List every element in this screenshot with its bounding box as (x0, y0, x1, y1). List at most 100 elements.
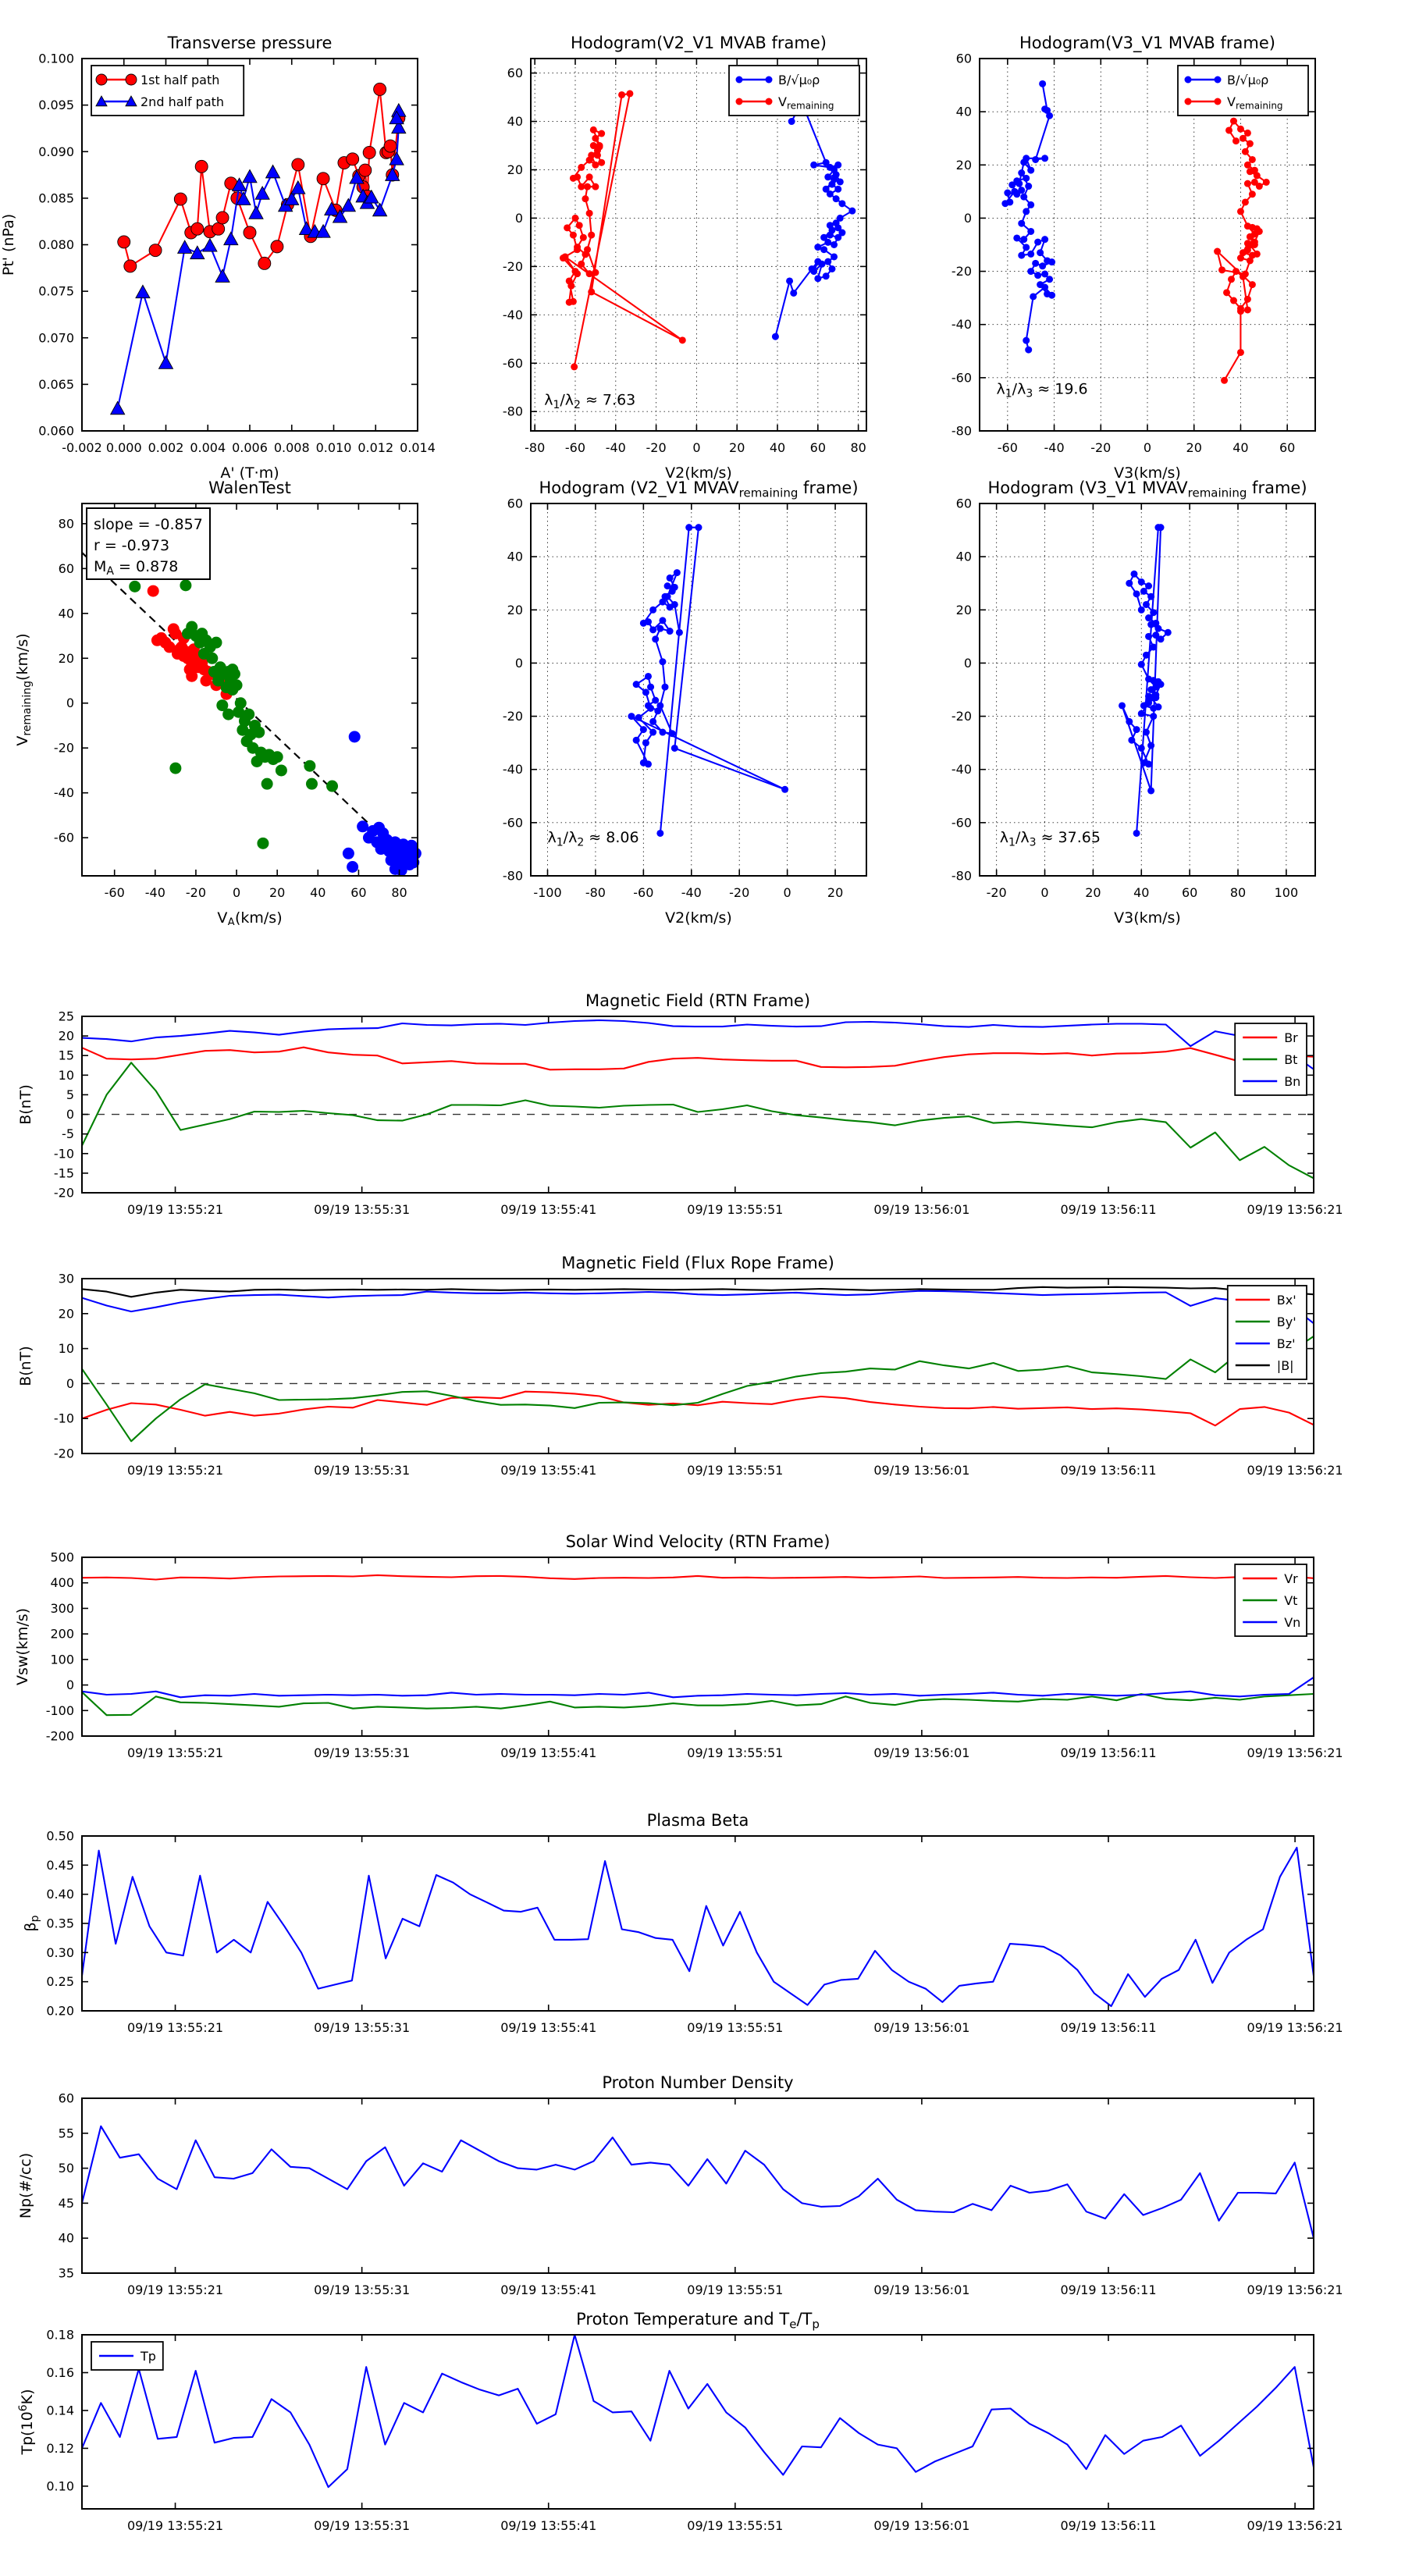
svg-text:0: 0 (66, 696, 74, 710)
svg-text:Bn: Bn (1284, 1074, 1300, 1089)
svg-text:500: 500 (50, 1550, 74, 1565)
svg-text:0.075: 0.075 (38, 284, 74, 299)
svg-text:20: 20 (507, 162, 523, 177)
svg-text:βp: βp (22, 1915, 41, 1931)
svg-text:20: 20 (1186, 440, 1202, 455)
svg-text:09/19 13:55:31: 09/19 13:55:31 (314, 2282, 410, 2297)
svg-text:-20: -20 (951, 264, 972, 279)
svg-text:0.16: 0.16 (46, 2365, 74, 2380)
svg-text:300: 300 (50, 1601, 74, 1616)
svg-text:20: 20 (507, 603, 523, 617)
svg-text:Np(#/cc): Np(#/cc) (17, 2153, 34, 2218)
svg-text:0.095: 0.095 (38, 98, 74, 112)
svg-text:09/19 13:56:11: 09/19 13:56:11 (1060, 1202, 1156, 1217)
svg-text:V3(km/s): V3(km/s) (1114, 909, 1181, 925)
svg-text:0.50: 0.50 (46, 1829, 74, 1844)
svg-text:0.090: 0.090 (38, 144, 74, 159)
svg-text:09/19 13:55:51: 09/19 13:55:51 (687, 2518, 783, 2533)
svg-text:0: 0 (66, 1678, 74, 1692)
svg-text:09/19 13:55:31: 09/19 13:55:31 (314, 1202, 410, 1217)
svg-text:0.45: 0.45 (46, 1858, 74, 1873)
svg-text:09/19 13:56:11: 09/19 13:56:11 (1060, 2518, 1156, 2533)
svg-text:20: 20 (59, 1306, 74, 1321)
svg-text:0.18: 0.18 (46, 2328, 74, 2343)
transverse-pressure-chart: -0.002 0.000 0.002 0.004 0.006 0.008 0.010 0.01… (0, 20, 500, 488)
svg-text:0.012: 0.012 (357, 440, 393, 455)
proton-temperature-chart: 09/19 13:55:21 09/19 13:55:31 09/19 13:55:… (0, 2295, 1405, 2576)
svg-text:0: 0 (784, 885, 791, 900)
svg-text:-100: -100 (533, 885, 561, 900)
svg-text:0.20: 0.20 (46, 2004, 74, 2019)
svg-text:0: 0 (66, 1107, 74, 1122)
svg-text:Vn: Vn (1284, 1615, 1300, 1630)
svg-text:40: 40 (1133, 885, 1149, 900)
svg-text:20: 20 (269, 885, 285, 900)
svg-text:09/19 13:55:41: 09/19 13:55:41 (500, 2020, 596, 2035)
svg-text:Vsw(km/s): Vsw(km/s) (14, 1608, 31, 1685)
svg-text:09/19 13:56:01: 09/19 13:56:01 (873, 2518, 969, 2533)
svg-text:-40: -40 (606, 440, 626, 455)
solar-wind-velocity-plot: 09/19 13:55:21 09/19 13:55:31 09/19 13:55:… (0, 1522, 1405, 1788)
svg-text:09/19 13:56:11: 09/19 13:56:11 (1060, 1463, 1156, 1478)
svg-text:20: 20 (1085, 885, 1101, 900)
svg-text:20: 20 (59, 1029, 74, 1044)
svg-text:0.014: 0.014 (400, 440, 436, 455)
hodogram-v2v1-mvab-plot: -80 -60 -40 -20 0 20 40 60 80 -80 -60 -40 -20 0 20 40 60… (500, 20, 948, 488)
svg-text:2nd half path: 2nd half path (140, 94, 224, 109)
svg-text:V2(km/s): V2(km/s) (665, 464, 732, 482)
svg-text:Magnetic Field (RTN Frame): Magnetic Field (RTN Frame) (585, 991, 810, 1010)
svg-text:09/19 13:56:21: 09/19 13:56:21 (1247, 2020, 1343, 2035)
svg-text:-10: -10 (54, 1411, 74, 1426)
svg-text:Hodogram (V3_V1 MVAVremaining: Hodogram (V3_V1 MVAVremaining frame) (987, 480, 1307, 500)
svg-text:0: 0 (692, 440, 700, 455)
proton-temperature-plot: 09/19 13:55:21 09/19 13:55:31 09/19 13:55:… (0, 2295, 1405, 2576)
svg-text:09/19 13:55:51: 09/19 13:55:51 (687, 2282, 783, 2297)
svg-text:Tp: Tp (140, 2349, 156, 2364)
svg-text:09/19 13:56:01: 09/19 13:56:01 (873, 1463, 969, 1478)
svg-text:0.40: 0.40 (46, 1887, 74, 1902)
svg-text:Vt: Vt (1284, 1593, 1297, 1608)
svg-text:60: 60 (350, 885, 366, 900)
svg-text:λ1/λ3 ≈ 19.6: λ1/λ3 ≈ 19.6 (997, 380, 1088, 400)
svg-text:09/19 13:55:41: 09/19 13:55:41 (500, 1745, 596, 1760)
svg-text:0.070: 0.070 (38, 330, 74, 345)
svg-text:09/19 13:56:21: 09/19 13:56:21 (1247, 1463, 1343, 1478)
svg-text:80: 80 (850, 440, 866, 455)
svg-text:-80: -80 (951, 424, 972, 439)
svg-text:0: 0 (515, 211, 523, 226)
svg-text:-20: -20 (54, 1186, 74, 1201)
svg-text:50: 50 (59, 2161, 74, 2176)
proton-number-density-plot: 09/19 13:55:21 09/19 13:55:31 09/19 13:55:… (0, 2061, 1405, 2314)
svg-text:-60: -60 (54, 831, 74, 845)
hodogram-v3v1-mvab-plot: -60 -40 -20 0 20 40 60 -80 -60 -40 -20 0 20 40 60 Hodog… (948, 20, 1405, 488)
svg-text:0.008: 0.008 (274, 440, 310, 455)
svg-text:λ1/λ2 ≈ 8.06: λ1/λ2 ≈ 8.06 (548, 829, 639, 849)
svg-text:09/19 13:55:51: 09/19 13:55:51 (687, 1202, 783, 1217)
svg-text:-0.002: -0.002 (62, 440, 102, 455)
svg-text:-60: -60 (565, 440, 585, 455)
svg-text:09/19 13:55:41: 09/19 13:55:41 (500, 2518, 596, 2533)
walen-test-chart: -60 -40 -20 0 20 40 60 80 -60 -40 -20 0 20 40 60 80 Wale… (0, 480, 500, 925)
svg-text:-20: -20 (54, 741, 74, 756)
svg-text:λ1/λ2 ≈ 7.63: λ1/λ2 ≈ 7.63 (544, 392, 635, 411)
svg-text:09/19 13:55:21: 09/19 13:55:21 (127, 2020, 223, 2035)
svg-text:40: 40 (59, 2231, 74, 2246)
svg-text:09/19 13:55:21: 09/19 13:55:21 (127, 1745, 223, 1760)
svg-text:|B|: |B| (1277, 1358, 1294, 1373)
svg-text:Br: Br (1284, 1030, 1298, 1045)
svg-text:09/19 13:56:11: 09/19 13:56:11 (1060, 2282, 1156, 2297)
svg-text:35: 35 (59, 2266, 74, 2281)
svg-text:0.065: 0.065 (38, 377, 74, 392)
svg-text:60: 60 (956, 52, 972, 66)
svg-text:15: 15 (59, 1048, 74, 1063)
svg-text:-20: -20 (951, 709, 972, 724)
svg-text:60: 60 (507, 66, 523, 80)
svg-text:-80: -80 (585, 885, 606, 900)
svg-text:0: 0 (233, 885, 240, 900)
svg-text:MA = 0.878: MA = 0.878 (94, 558, 178, 578)
svg-text:-80: -80 (951, 869, 972, 884)
hodogram-v3v1-mvab-chart: -60 -40 -20 0 20 40 60 -80 -60 -40 -20 0 20 40 60 Hodog… (948, 20, 1405, 488)
svg-text:0: 0 (1040, 885, 1048, 900)
svg-text:0.006: 0.006 (232, 440, 268, 455)
svg-text:10: 10 (59, 1068, 74, 1083)
